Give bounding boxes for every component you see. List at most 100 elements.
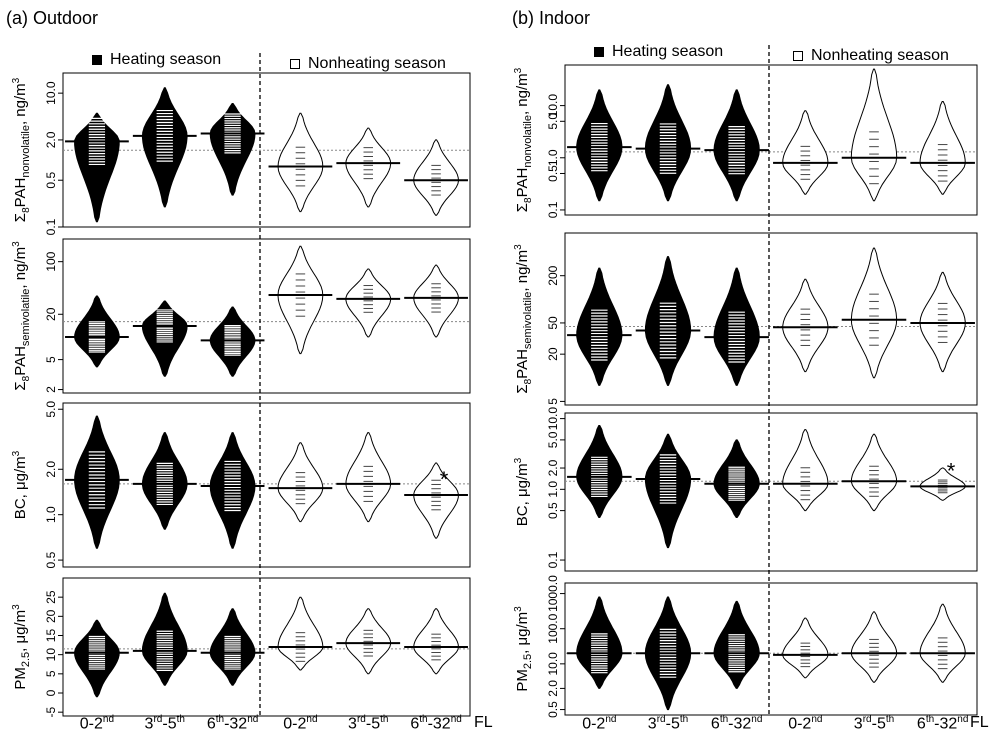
panel-title-outdoor: (a) Outdoor [6, 8, 99, 28]
y-axis-label: Σ8PAHnonvolatile, ng/m3 [513, 67, 534, 212]
x-tick-label: 0-2nd [79, 714, 115, 733]
bean-nonheating-6 [919, 101, 966, 195]
bean-heating-1 [73, 295, 120, 368]
bean-heating-1 [576, 267, 623, 386]
bean-heating-3 [713, 89, 760, 202]
chart-indoor-row-3: 0.1 0.5 1.0 2.0 5.010.0 BC, μg/m3 * [513, 407, 978, 572]
legend-heating-outdoor: Heating season [92, 51, 221, 69]
y-tick-label: 20 [44, 307, 58, 321]
x-tick-label: 6th-32nd [916, 714, 969, 733]
y-tick-label: 0.5 [546, 165, 560, 182]
legend-nonheating-label: Nonheating season [811, 47, 949, 64]
y-tick-label: 5 [546, 398, 560, 405]
bean-heating-2 [141, 87, 188, 208]
y-tick-label: 2.0 [546, 680, 560, 697]
legend-nonheating-outdoor: Nonheating season [290, 55, 446, 73]
y-tick-label: 0.1 [44, 218, 58, 235]
y-axis-label: Σ8PAHsemivolatile, ng/m3 [513, 244, 534, 394]
plot-frame [62, 577, 471, 717]
y-tick-label: 2.0 [546, 459, 560, 476]
y-tick-label: 10 [44, 648, 58, 662]
y-tick-label: 20 [546, 347, 560, 361]
plot-frame [564, 412, 978, 572]
x-tick-label: 3rd-5th [144, 714, 185, 733]
y-tick-label: 5.0 [44, 401, 58, 418]
bean-heating-3 [209, 103, 256, 196]
legend-heating-swatch [92, 54, 102, 65]
bean-heating-2 [644, 84, 692, 202]
bean-heating-2 [141, 592, 188, 686]
floor-label: FL [474, 714, 493, 731]
bean-heating-2 [141, 432, 188, 530]
x-tick-label: 6th-32nd [206, 714, 259, 733]
y-axis-label: BC, μg/m3 [513, 457, 531, 526]
bean-nonheating-5 [850, 247, 898, 379]
y-tick-label: 0.5 [546, 701, 560, 718]
legend-heating-label: Heating season [612, 43, 724, 60]
legend-nonheating-indoor: Nonheating season [793, 47, 949, 65]
y-axis-label: PM2.5, μg/m3 [513, 606, 534, 692]
bean-nonheating-6 [919, 603, 966, 683]
y-tick-label: 0.5 [546, 502, 560, 519]
bean-nonheating-4 [782, 617, 829, 679]
x-tick-label: 3rd-5th [647, 714, 689, 733]
plot-frame [62, 238, 471, 394]
x-tick-label: 6th-32nd [410, 714, 462, 733]
bean-nonheating-4 [782, 110, 829, 195]
bean-nonheating-5 [345, 127, 392, 208]
y-tick-label: 0.5 [44, 551, 58, 568]
panel-title-indoor: (b) Indoor [512, 8, 591, 28]
bean-nonheating-4 [277, 596, 324, 671]
bean-nonheating-4 [277, 112, 324, 213]
bean-heating-2 [644, 433, 692, 549]
y-tick-label: 5 [44, 356, 58, 363]
y-tick-label: 25 [44, 590, 58, 604]
y-tick-label: 10.0 [546, 652, 560, 676]
legend-nonheating-swatch [793, 50, 803, 61]
bean-heating-3 [713, 600, 760, 689]
bean-nonheating-4 [277, 245, 324, 355]
x-tick-label: 6th-32nd [710, 714, 763, 733]
y-tick-label: 0 [44, 689, 58, 696]
bean-nonheating-4 [782, 278, 829, 373]
bean-nonheating-5 [345, 432, 392, 523]
y-tick-label: 50 [546, 316, 560, 330]
x-tick-label: 3rd-5th [348, 714, 389, 733]
bean-heating-3 [209, 608, 256, 686]
chart-outdoor-row-2: 2 5 20 100 Σ8PAHsemivolatile, ng/m3 [11, 238, 471, 394]
bean-nonheating-4 [277, 442, 324, 523]
bean-heating-1 [74, 619, 120, 698]
y-tick-label: 20 [44, 609, 58, 623]
bean-nonheating-5 [850, 433, 898, 512]
bean-nonheating-5 [345, 268, 392, 338]
bean-nonheating-6 [413, 462, 459, 539]
y-tick-label: 5.0 [546, 431, 560, 448]
y-tick-label: 10.0 [546, 94, 560, 118]
y-tick-label: 1.0 [44, 506, 58, 523]
significance-annotation: * [947, 458, 956, 483]
plot-frame [62, 402, 471, 568]
y-tick-label: 5.0 [546, 113, 560, 130]
y-tick-label: -5 [44, 707, 58, 718]
legend-heating-indoor: Heating season [594, 43, 723, 61]
y-tick-label: 0.1 [546, 201, 560, 218]
bean-nonheating-5 [850, 68, 898, 202]
y-tick-label: 2 [44, 386, 58, 393]
significance-annotation: * [440, 467, 449, 492]
bean-nonheating-6 [413, 139, 460, 216]
y-tick-label: 0.5 [44, 172, 58, 189]
y-tick-label: 10.0 [546, 407, 560, 431]
y-axis-label: Σ8PAHsemivolatile, ng/m3 [11, 241, 32, 391]
y-tick-label: 100.0 [546, 613, 560, 643]
legend-heating-label: Heating season [110, 51, 222, 68]
y-tick-label: 15 [44, 629, 58, 643]
bean-nonheating-4 [782, 429, 829, 512]
chart-outdoor-row-4: -5 0 5 10 15 20 25 PM2.5, μg/m3 [11, 577, 471, 718]
plot-frame [564, 64, 978, 216]
legend-nonheating-swatch [290, 58, 300, 69]
chart-indoor-row-2: 5 20 50 200 Σ8PAHsemivolatile, ng/m3 [513, 232, 978, 406]
x-tick-label: 0-2nd [788, 714, 823, 733]
legend-heating-swatch [594, 46, 604, 57]
